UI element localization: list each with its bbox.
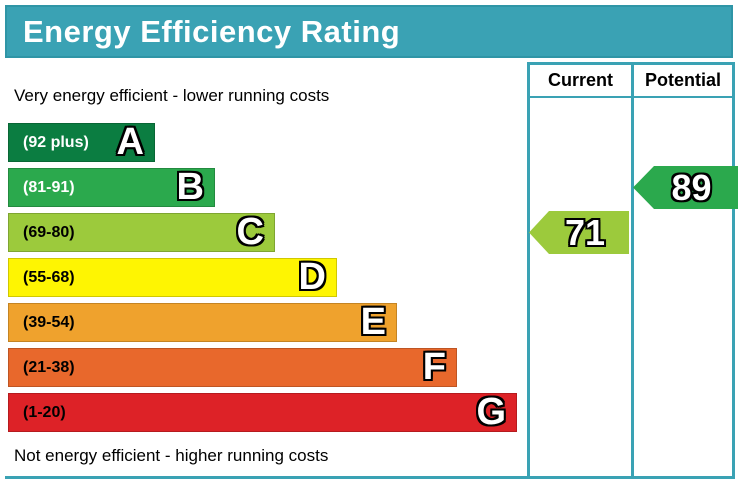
top-note: Very energy efficient - lower running co… bbox=[14, 86, 330, 105]
band-d-letter: D bbox=[298, 256, 326, 298]
band-c-range: (69-80) bbox=[23, 223, 75, 241]
band-c-letter: C bbox=[236, 211, 264, 253]
band-b-letter: B bbox=[176, 166, 204, 208]
potential-column-header: Potential bbox=[634, 65, 732, 98]
current-column: Current bbox=[527, 65, 631, 477]
band-g-letter: G bbox=[476, 391, 506, 433]
chart-title: Energy Efficiency Rating bbox=[23, 13, 401, 49]
rating-bands: (92 plus) A (81-91) B (69-80) C (55-68) … bbox=[8, 123, 517, 432]
band-a-letter: A bbox=[116, 121, 144, 163]
band-d-range: (55-68) bbox=[23, 268, 75, 286]
chart-header: Energy Efficiency Rating bbox=[5, 5, 733, 58]
band-f: (21-38) F bbox=[8, 348, 457, 387]
current-rating-arrow: 71 bbox=[529, 211, 629, 254]
band-g: (1-20) G bbox=[8, 393, 517, 432]
bottom-border-line bbox=[5, 476, 735, 479]
band-e-letter: E bbox=[360, 301, 386, 343]
bottom-note: Not energy efficient - higher running co… bbox=[14, 446, 329, 465]
rating-columns: Current Potential bbox=[527, 62, 735, 477]
potential-rating-value: 89 bbox=[671, 166, 712, 208]
potential-column: Potential bbox=[631, 65, 735, 477]
band-b: (81-91) B bbox=[8, 168, 215, 207]
current-rating-value: 71 bbox=[564, 211, 606, 253]
band-b-range: (81-91) bbox=[23, 178, 75, 196]
band-e-range: (39-54) bbox=[23, 313, 75, 331]
band-f-letter: F bbox=[422, 346, 446, 388]
band-e: (39-54) E bbox=[8, 303, 397, 342]
band-c: (69-80) C bbox=[8, 213, 275, 252]
band-f-range: (21-38) bbox=[23, 358, 75, 376]
current-column-header: Current bbox=[530, 65, 631, 98]
band-a: (92 plus) A bbox=[8, 123, 155, 162]
band-g-range: (1-20) bbox=[23, 403, 66, 421]
band-d: (55-68) D bbox=[8, 258, 337, 297]
band-a-range: (92 plus) bbox=[23, 133, 89, 151]
potential-rating-arrow: 89 bbox=[633, 166, 738, 209]
